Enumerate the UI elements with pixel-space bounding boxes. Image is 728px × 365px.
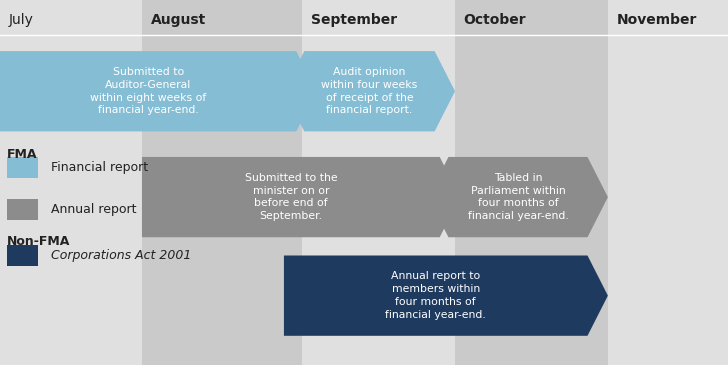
Text: Tabled in
Parliament within
four months of
financial year-end.: Tabled in Parliament within four months …: [467, 173, 569, 221]
Text: Submitted to the
minister on or
before end of
September.: Submitted to the minister on or before e…: [245, 173, 337, 221]
Text: Annual report: Annual report: [51, 203, 136, 216]
Text: September: September: [311, 13, 397, 27]
FancyBboxPatch shape: [7, 245, 38, 266]
Polygon shape: [0, 51, 317, 131]
Text: July: July: [9, 13, 33, 27]
Text: August: August: [151, 13, 206, 27]
Polygon shape: [284, 255, 608, 336]
Polygon shape: [284, 51, 455, 131]
Polygon shape: [142, 0, 302, 365]
Polygon shape: [455, 0, 608, 365]
FancyBboxPatch shape: [7, 157, 38, 178]
Text: Non-FMA: Non-FMA: [7, 235, 71, 248]
Polygon shape: [302, 0, 455, 365]
Text: October: October: [464, 13, 526, 27]
Polygon shape: [142, 157, 460, 237]
Text: Financial report: Financial report: [51, 161, 148, 174]
Polygon shape: [608, 0, 728, 365]
Polygon shape: [0, 0, 142, 365]
Text: FMA: FMA: [7, 147, 38, 161]
Polygon shape: [428, 157, 608, 237]
Text: Audit opinion
within four weeks
of receipt of the
financial report.: Audit opinion within four weeks of recei…: [321, 67, 418, 115]
Text: Submitted to
Auditor-General
within eight weeks of
financial year-end.: Submitted to Auditor-General within eigh…: [90, 67, 206, 115]
Text: Corporations Act 2001: Corporations Act 2001: [51, 249, 191, 262]
Text: November: November: [617, 13, 697, 27]
Text: Annual report to
members within
four months of
financial year-end.: Annual report to members within four mon…: [385, 272, 486, 320]
FancyBboxPatch shape: [7, 199, 38, 220]
